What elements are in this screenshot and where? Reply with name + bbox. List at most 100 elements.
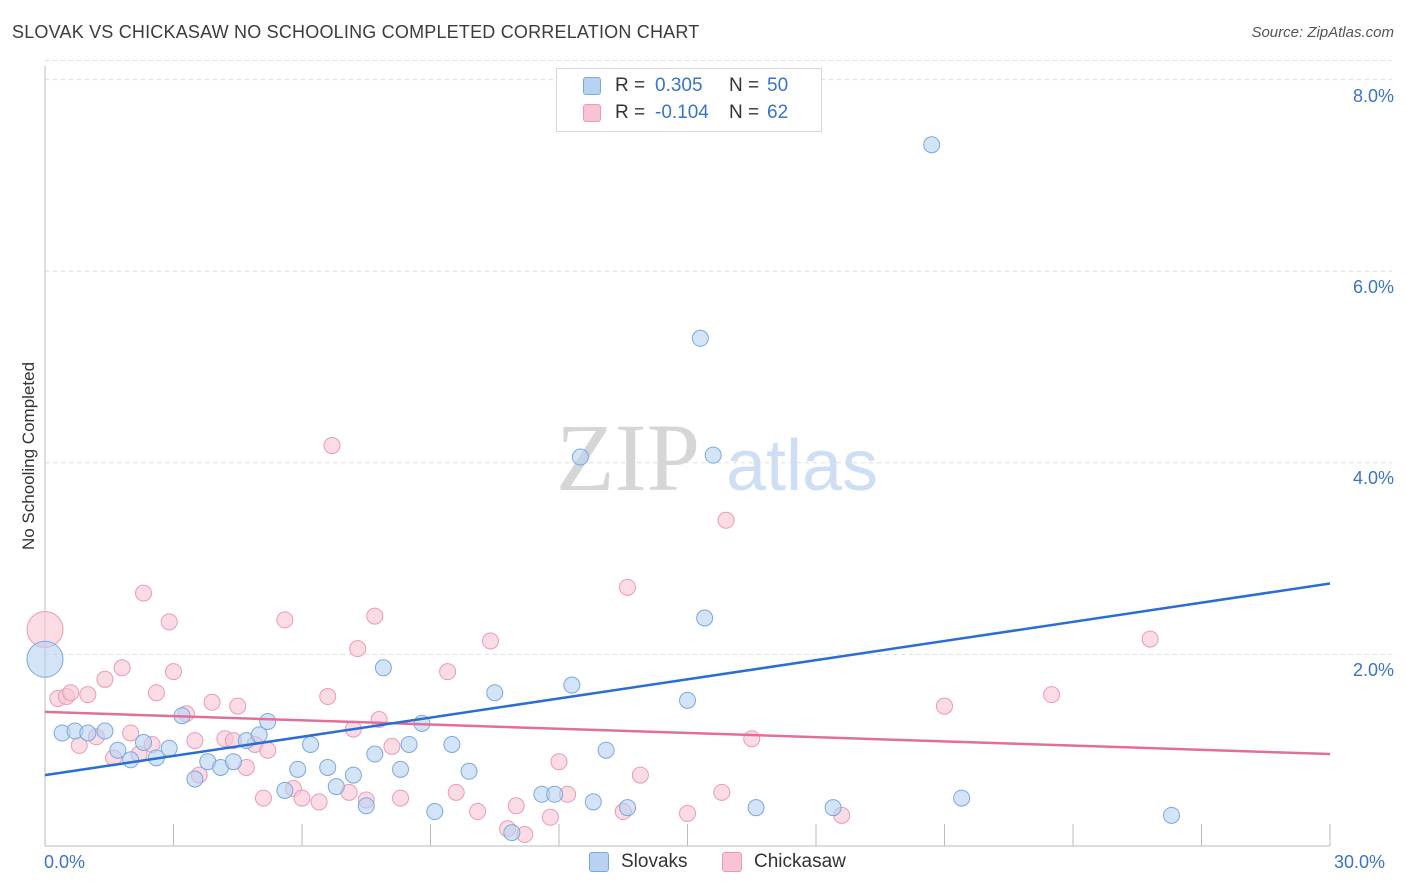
- chickasaw-trend-line: [44, 710, 1331, 756]
- chickasaw-point: [96, 670, 114, 688]
- chickasaw-point: [936, 697, 953, 715]
- chickasaw-point: [631, 766, 649, 784]
- slovaks-point: [344, 766, 362, 784]
- legend-r-value: -0.104: [655, 102, 709, 123]
- slovaks-point: [747, 799, 765, 817]
- chickasaw-point: [717, 511, 735, 529]
- slovaks-point: [186, 770, 204, 788]
- chickasaw-point: [203, 693, 221, 711]
- trend-lines: [44, 582, 1331, 777]
- slovaks-point: [691, 329, 709, 347]
- slovaks-point: [319, 758, 337, 776]
- chickasaw-point: [323, 437, 341, 455]
- slovaks-point: [259, 712, 277, 730]
- chickasaw-point: [679, 804, 696, 822]
- slovaks-point: [597, 741, 615, 759]
- legend-item-slovaks[interactable]: Slovaks: [589, 851, 688, 873]
- legend-n-value: 62: [767, 102, 789, 123]
- chickasaw-point: [259, 741, 277, 759]
- legend-swatch-pink: [583, 104, 601, 122]
- chickasaw-point: [293, 789, 311, 807]
- slovaks-point: [503, 824, 521, 842]
- series-legend: Slovaks Chickasaw: [0, 851, 1406, 877]
- chickasaw-point: [319, 688, 337, 706]
- chickasaw-point: [713, 783, 731, 801]
- chickasaw-swatch: [722, 852, 742, 872]
- chart-title: SLOVAK VS CHICKASAW NO SCHOOLING COMPLET…: [12, 22, 700, 42]
- slovaks-point: [486, 684, 504, 702]
- legend-row-chickasaw: R = -0.104 N = 62: [557, 100, 841, 126]
- chickasaw-point: [79, 686, 97, 704]
- slovaks-point: [619, 799, 637, 817]
- slovaks-point: [357, 797, 375, 815]
- slovaks-point: [96, 722, 114, 740]
- grid-lines: [45, 59, 1392, 655]
- chickasaw-point: [254, 789, 272, 807]
- slovaks-trend-line: [44, 582, 1331, 777]
- slovaks-point: [122, 751, 140, 769]
- legend-label-slovaks: Slovaks: [621, 851, 688, 872]
- slovaks-points: [26, 136, 1181, 842]
- slovaks-swatch: [589, 852, 609, 872]
- chickasaw-point: [186, 732, 204, 750]
- stats-legend: R = 0.305 N = 50 R = -0.104 N = 62: [556, 68, 822, 132]
- chickasaw-point: [469, 803, 487, 821]
- legend-r-value: 0.305: [655, 75, 703, 96]
- watermark-atlas: atlas: [726, 426, 878, 506]
- legend-r-label: R =: [615, 75, 646, 96]
- chickasaw-point: [160, 613, 178, 631]
- chickasaw-point: [447, 783, 465, 801]
- slovaks-point: [696, 609, 714, 627]
- chickasaw-point: [1043, 686, 1061, 704]
- slovaks-point: [302, 735, 320, 753]
- chickasaw-point: [619, 578, 637, 596]
- slovaks-point: [400, 735, 418, 753]
- chickasaw-point: [113, 659, 131, 677]
- slovaks-point: [160, 739, 178, 757]
- slovaks-point: [584, 793, 602, 811]
- legend-n-value: 50: [767, 75, 789, 96]
- chickasaw-point: [147, 684, 165, 702]
- chickasaw-point: [349, 640, 367, 658]
- slovaks-point: [443, 735, 461, 753]
- chickasaw-point: [439, 663, 457, 681]
- chickasaw-point: [743, 730, 761, 748]
- slovaks-point: [460, 762, 478, 780]
- chickasaw-point: [383, 737, 401, 755]
- chickasaw-point: [507, 797, 525, 815]
- slovaks-point: [704, 446, 722, 464]
- y-tick-label-6: 6.0%: [1352, 277, 1394, 297]
- slovaks-point: [289, 760, 307, 778]
- chickasaw-point: [276, 611, 294, 629]
- chickasaw-point: [366, 607, 384, 625]
- slovaks-point: [953, 789, 971, 807]
- legend-n-label: N =: [729, 102, 760, 123]
- y-tick-label-4: 4.0%: [1352, 468, 1394, 488]
- slovaks-point: [546, 785, 564, 803]
- chickasaw-point: [135, 584, 153, 602]
- legend-label-chickasaw: Chickasaw: [754, 851, 846, 872]
- slovaks-point: [571, 448, 589, 466]
- slovaks-point: [563, 676, 581, 694]
- chickasaw-point: [481, 632, 499, 650]
- axes: [44, 66, 1331, 847]
- legend-n-label: N =: [729, 75, 760, 96]
- slovaks-point: [224, 753, 242, 771]
- slovaks-point: [374, 659, 392, 677]
- chickasaw-point: [1141, 630, 1159, 648]
- slovaks-point: [824, 799, 842, 817]
- legend-r-label: R =: [615, 102, 646, 123]
- slovaks-point: [327, 778, 345, 796]
- slovaks-point: [366, 745, 384, 763]
- slovaks-point: [79, 724, 97, 742]
- x-tick-label-max: 30.0%: [1334, 852, 1386, 872]
- slovaks-point: [276, 781, 294, 799]
- chickasaw-point: [392, 789, 410, 807]
- legend-item-chickasaw[interactable]: Chickasaw: [722, 851, 846, 873]
- chickasaw-point: [62, 684, 80, 702]
- slovaks-point: [392, 760, 410, 778]
- legend-row-slovaks: R = 0.305 N = 50: [557, 73, 841, 99]
- chickasaw-point: [550, 753, 568, 771]
- slovaks-point: [1163, 806, 1181, 824]
